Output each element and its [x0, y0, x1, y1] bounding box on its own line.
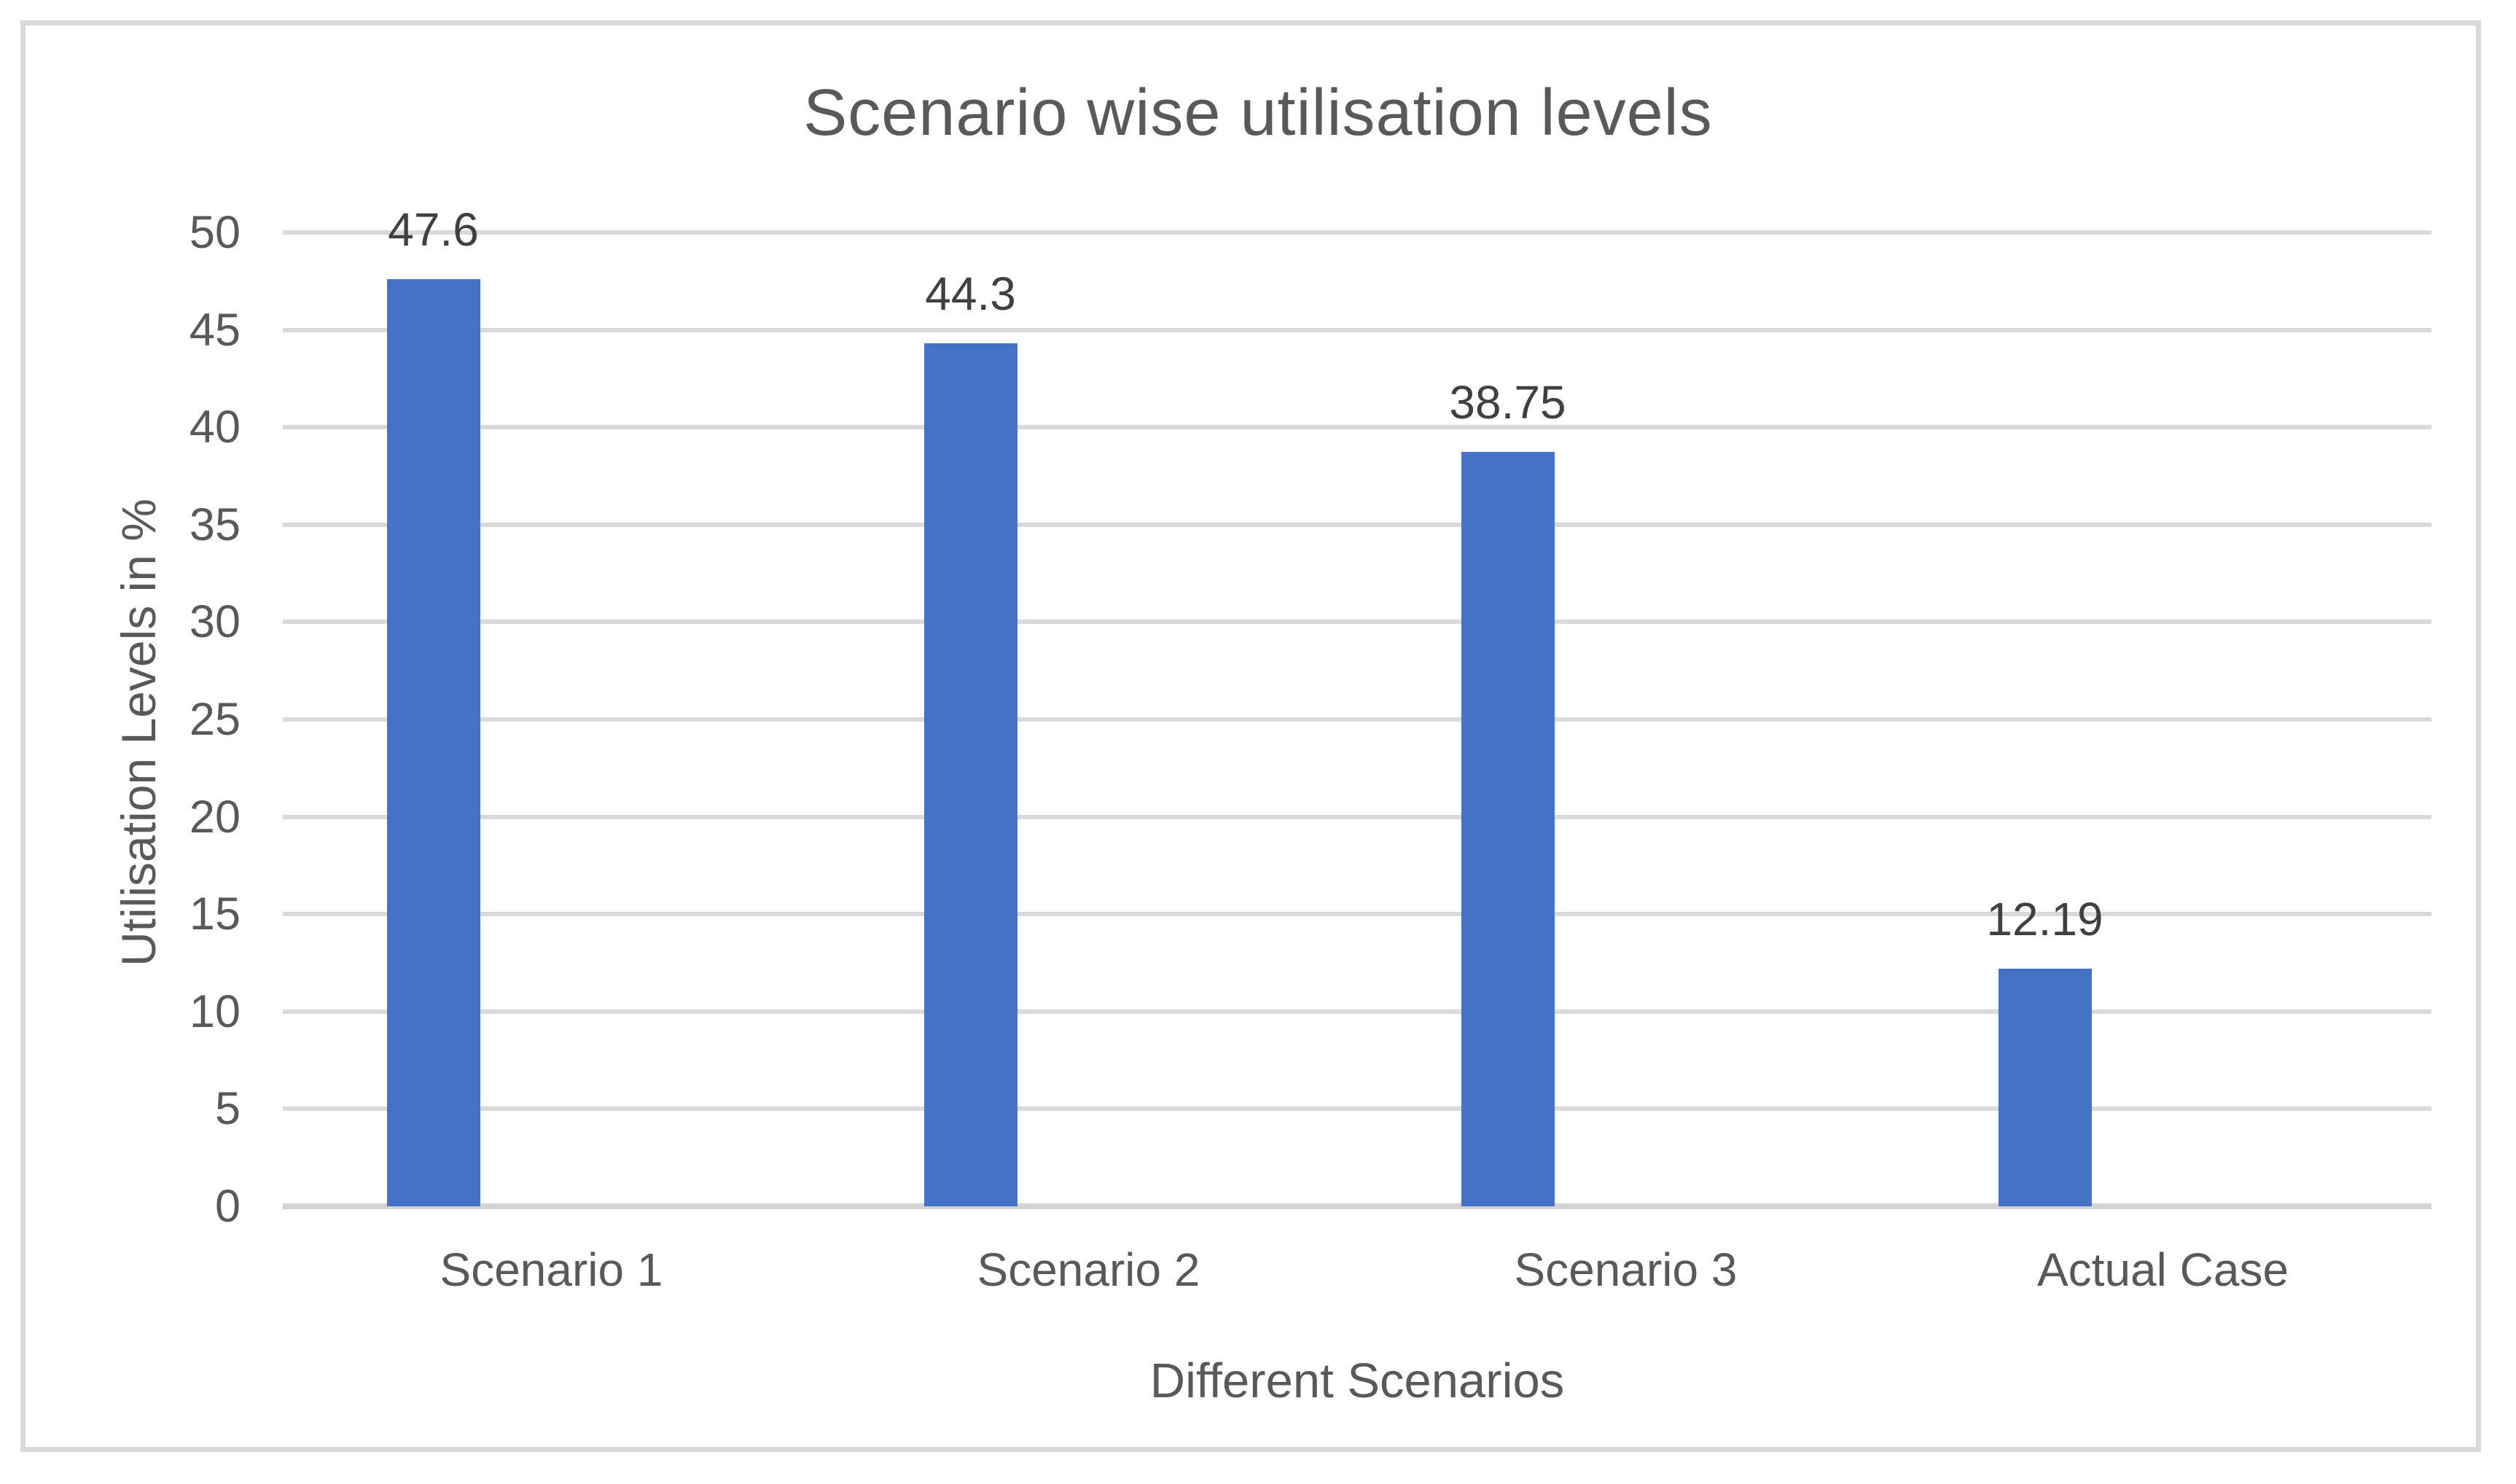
- category-label-scenario-2: Scenario 2: [977, 1243, 1200, 1296]
- x-axis-line: [283, 1203, 2431, 1209]
- y-tick-label-35: 35: [189, 499, 241, 550]
- y-tick-label-5: 5: [214, 1083, 241, 1135]
- y-tick-label-25: 25: [189, 694, 241, 745]
- y-tick-label-15: 15: [189, 889, 241, 940]
- y-tick-label-30: 30: [189, 596, 241, 648]
- y-tick-label-45: 45: [189, 304, 241, 356]
- y-tick-label-40: 40: [189, 402, 241, 453]
- gridline-40: [283, 425, 2431, 430]
- gridline-10: [283, 1009, 2431, 1014]
- bar-scenario-2: [923, 343, 1017, 1206]
- x-axis-title: Different Scenarios: [1149, 1354, 1565, 1408]
- category-label-actual-case: Actual Case: [2036, 1243, 2289, 1296]
- bar-actual-case: [1998, 969, 2092, 1206]
- gridline-30: [283, 620, 2431, 625]
- gridline-45: [283, 327, 2431, 332]
- gridline-15: [283, 912, 2431, 917]
- category-label-scenario-3: Scenario 3: [1514, 1243, 1738, 1296]
- data-label-actual-case: 12.19: [1986, 893, 2103, 946]
- chart-title: Scenario wise utilisation levels: [803, 77, 1713, 149]
- bar-scenario-1: [386, 279, 480, 1206]
- y-tick-label-50: 50: [189, 207, 241, 258]
- gridline-35: [283, 522, 2431, 527]
- gridline-50: [283, 230, 2431, 235]
- data-label-scenario-3: 38.75: [1449, 375, 1566, 429]
- y-tick-label-0: 0: [214, 1181, 241, 1232]
- data-label-scenario-1: 47.6: [388, 203, 479, 257]
- gridline-20: [283, 814, 2431, 819]
- y-tick-label-20: 20: [189, 791, 241, 843]
- category-label-scenario-1: Scenario 1: [439, 1243, 663, 1296]
- gridline-5: [283, 1106, 2431, 1112]
- data-label-scenario-2: 44.3: [925, 267, 1016, 321]
- bar-scenario-3: [1461, 451, 1555, 1206]
- y-tick-label-10: 10: [189, 985, 241, 1037]
- gridline-25: [283, 717, 2431, 722]
